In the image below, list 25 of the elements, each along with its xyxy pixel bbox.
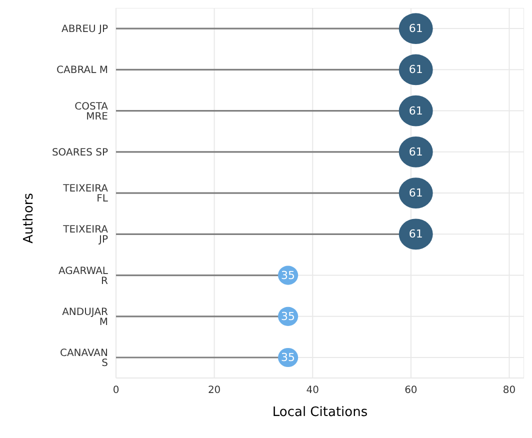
y-tick-label: ABREU JP [62,24,108,36]
data-label: 61 [408,228,423,241]
data-label: 61 [408,22,423,36]
y-tick-label: CABRAL M [56,65,108,76]
y-tick-label: SOARES SP [52,147,108,158]
x-tick-label: 60 [404,385,418,396]
x-tick-label: 20 [208,385,221,396]
y-tick-label: TEIXEIRA FL [62,184,108,205]
y-axis-title: Authors [22,192,37,244]
x-tick-label: 80 [502,385,516,396]
x-tick-label: 40 [306,385,319,396]
data-label: 61 [408,186,423,200]
y-tick-label: CANAVAN S [60,348,108,369]
data-label: 61 [408,145,423,158]
y-tick-label: ANDUJAR M [62,306,108,328]
y-tick-label: AGARWAL R [58,266,108,287]
data-label: 35 [281,351,296,364]
x-tick-label: 0 [112,385,120,396]
data-label: 35 [281,310,296,323]
data-label: 61 [408,63,423,76]
y-tick-label: COSTA MRE [74,101,108,122]
data-label: 61 [408,104,423,118]
y-tick-label: TEIXEIRA JP [62,224,108,246]
data-label: 35 [281,268,296,282]
x-axis-title: Local Citations [272,405,368,420]
